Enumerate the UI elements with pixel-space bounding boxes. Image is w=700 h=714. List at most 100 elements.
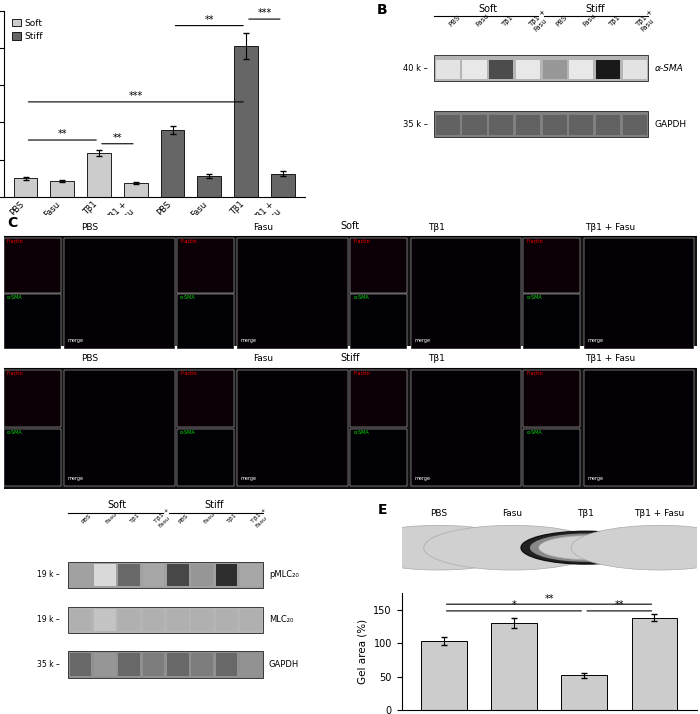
Bar bbox=[411, 370, 522, 486]
Bar bbox=[463, 114, 486, 136]
Bar bbox=[516, 114, 540, 136]
Text: F-actin: F-actin bbox=[7, 239, 24, 244]
Bar bbox=[191, 608, 213, 631]
Text: F-actin: F-actin bbox=[180, 371, 197, 376]
Bar bbox=[143, 564, 164, 586]
Bar bbox=[421, 641, 467, 710]
Text: pMLC₂₀: pMLC₂₀ bbox=[269, 570, 299, 580]
Text: Tβ1: Tβ1 bbox=[130, 513, 141, 525]
Circle shape bbox=[350, 526, 527, 570]
Bar bbox=[435, 61, 460, 79]
Bar bbox=[124, 183, 148, 197]
Bar bbox=[176, 294, 234, 349]
Text: Fasu: Fasu bbox=[202, 511, 216, 525]
Text: 19 k –: 19 k – bbox=[37, 570, 60, 580]
Bar bbox=[623, 114, 647, 136]
Text: α-SMA: α-SMA bbox=[180, 296, 196, 301]
Bar bbox=[4, 214, 696, 236]
Bar bbox=[489, 61, 513, 79]
Text: 35 k –: 35 k – bbox=[403, 120, 428, 129]
Bar bbox=[516, 61, 540, 79]
Bar bbox=[623, 61, 647, 79]
Circle shape bbox=[424, 526, 601, 570]
Text: 35 k –: 35 k – bbox=[36, 660, 60, 669]
Text: Tβ1: Tβ1 bbox=[578, 509, 594, 518]
Text: α-SMA: α-SMA bbox=[180, 430, 196, 435]
Text: merge: merge bbox=[414, 338, 430, 343]
Bar bbox=[118, 564, 140, 586]
Bar bbox=[524, 238, 580, 293]
Bar bbox=[64, 238, 175, 349]
Bar bbox=[191, 564, 213, 586]
Bar bbox=[176, 238, 234, 293]
Bar bbox=[69, 608, 92, 631]
Bar bbox=[435, 114, 460, 136]
Circle shape bbox=[447, 531, 577, 564]
Text: Stiff: Stiff bbox=[585, 4, 605, 14]
Text: PBS: PBS bbox=[178, 513, 190, 525]
Bar bbox=[584, 370, 694, 486]
Bar bbox=[350, 238, 407, 293]
Circle shape bbox=[603, 533, 700, 562]
Circle shape bbox=[530, 533, 642, 562]
Text: **: ** bbox=[545, 593, 554, 603]
Bar bbox=[569, 61, 594, 79]
Text: GAPDH: GAPDH bbox=[269, 660, 299, 669]
Text: merge: merge bbox=[587, 338, 603, 343]
Text: F-actin: F-actin bbox=[526, 239, 543, 244]
Text: PBS: PBS bbox=[82, 354, 99, 363]
Text: merge: merge bbox=[587, 476, 603, 481]
Text: F-actin: F-actin bbox=[7, 371, 24, 376]
Text: merge: merge bbox=[414, 476, 430, 481]
Text: **: ** bbox=[204, 15, 214, 25]
Text: α-SMA: α-SMA bbox=[354, 430, 369, 435]
Text: ***: *** bbox=[258, 8, 272, 18]
Text: Tβ1 +
Fasu: Tβ1 + Fasu bbox=[635, 9, 659, 33]
Bar bbox=[237, 238, 348, 349]
Text: 40 k –: 40 k – bbox=[403, 64, 428, 73]
Bar bbox=[569, 114, 594, 136]
Text: Tβ1: Tβ1 bbox=[428, 223, 445, 232]
Bar bbox=[4, 370, 61, 427]
Bar bbox=[489, 114, 513, 136]
Text: α-SMA: α-SMA bbox=[526, 430, 542, 435]
Bar bbox=[631, 618, 677, 710]
Bar bbox=[524, 428, 580, 486]
Bar bbox=[167, 608, 189, 631]
Text: Tβ1 + Fasu: Tβ1 + Fasu bbox=[634, 509, 685, 518]
Text: Tβ1 +
Fasu: Tβ1 + Fasu bbox=[153, 508, 174, 528]
Bar bbox=[191, 653, 213, 675]
Bar bbox=[4, 294, 61, 349]
Text: ***: *** bbox=[129, 91, 143, 101]
Text: PBS: PBS bbox=[554, 14, 568, 28]
Bar bbox=[350, 370, 407, 427]
Bar bbox=[584, 238, 694, 349]
Text: α-SMA: α-SMA bbox=[354, 296, 369, 301]
Bar bbox=[69, 606, 263, 633]
Bar bbox=[69, 653, 92, 675]
Text: Tβ1 +
Fasu: Tβ1 + Fasu bbox=[528, 9, 552, 33]
Text: **: ** bbox=[57, 129, 67, 139]
Text: C: C bbox=[7, 216, 18, 230]
Text: F-actin: F-actin bbox=[180, 239, 197, 244]
Bar bbox=[160, 130, 185, 197]
Bar bbox=[118, 653, 140, 675]
Circle shape bbox=[595, 531, 700, 564]
Text: PBS: PBS bbox=[80, 513, 92, 525]
Text: Stiff: Stiff bbox=[204, 500, 224, 510]
Bar bbox=[216, 564, 237, 586]
Text: F-actin: F-actin bbox=[354, 239, 370, 244]
Bar bbox=[4, 428, 61, 486]
Text: Fasu: Fasu bbox=[502, 509, 522, 518]
Text: Tβ1: Tβ1 bbox=[227, 513, 239, 525]
Bar bbox=[542, 61, 567, 79]
Bar bbox=[94, 608, 116, 631]
Circle shape bbox=[539, 536, 633, 560]
Bar bbox=[4, 346, 696, 368]
Bar bbox=[87, 153, 111, 197]
Text: Fasu: Fasu bbox=[253, 223, 274, 232]
Text: PBS: PBS bbox=[82, 223, 99, 232]
Bar bbox=[435, 56, 648, 81]
Circle shape bbox=[571, 526, 700, 570]
Text: Tβ1 +
Fasu: Tβ1 + Fasu bbox=[251, 508, 272, 528]
